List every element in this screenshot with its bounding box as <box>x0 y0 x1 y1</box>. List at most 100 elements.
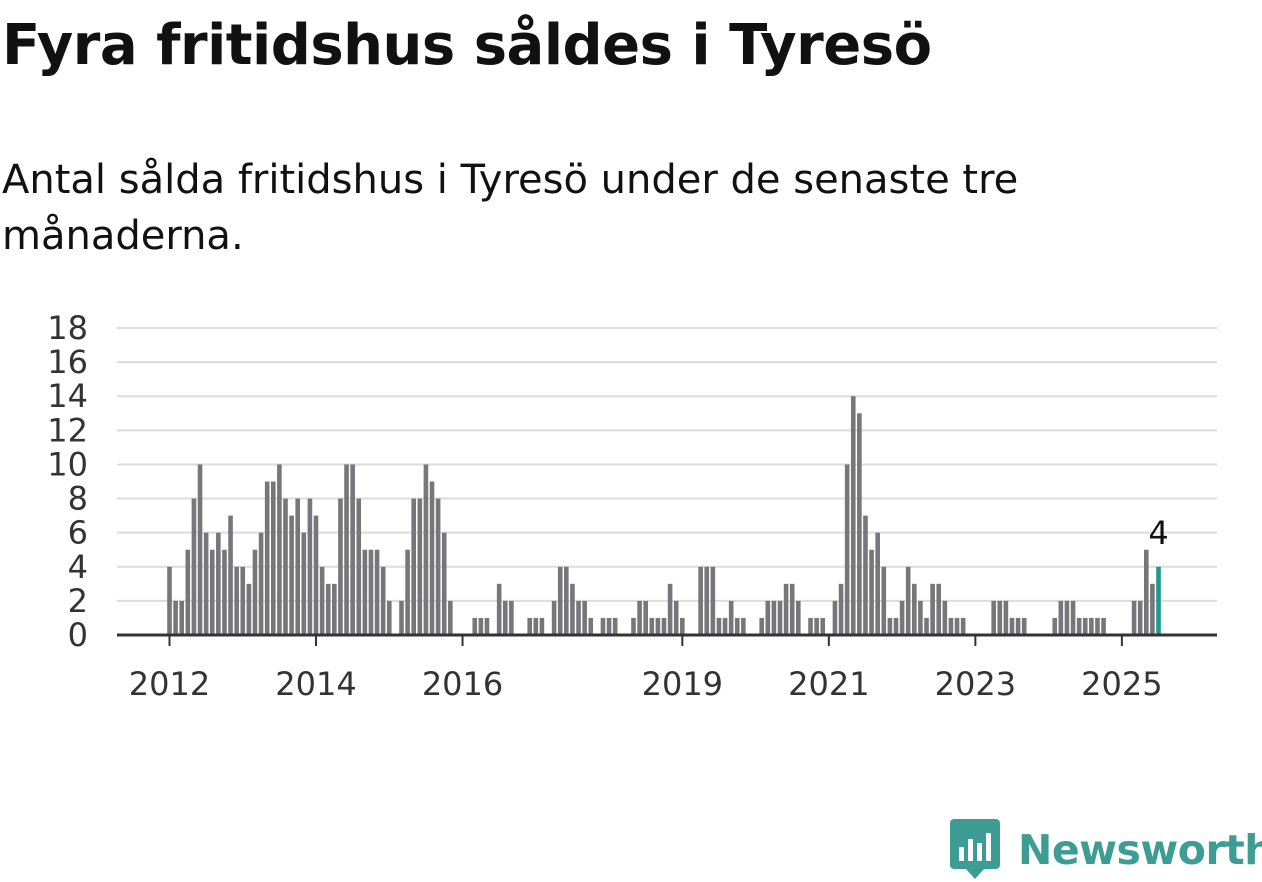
bar <box>600 617 606 635</box>
bar <box>167 566 172 635</box>
y-tick-label-4: 4 <box>68 548 88 586</box>
bar <box>1137 600 1143 635</box>
bar <box>576 600 581 635</box>
bar <box>1070 600 1076 635</box>
y-tick-label-16: 16 <box>47 343 88 381</box>
bar <box>533 617 539 635</box>
bar <box>765 600 771 635</box>
bar <box>484 617 490 635</box>
bar <box>191 498 197 635</box>
bar <box>295 498 301 635</box>
bar <box>771 600 777 635</box>
bar <box>222 549 227 635</box>
bar <box>197 464 203 635</box>
bar <box>551 600 557 635</box>
bar <box>680 617 685 635</box>
bar <box>850 396 856 635</box>
bar <box>435 498 441 635</box>
bar <box>759 617 764 635</box>
x-tick-label-2025: 2025 <box>1081 665 1162 703</box>
bar <box>441 532 447 635</box>
bar <box>661 617 667 635</box>
x-tick-label-2014: 2014 <box>275 665 356 703</box>
bar <box>1058 600 1064 635</box>
x-tick-label-2019: 2019 <box>642 665 723 703</box>
bar <box>954 617 960 635</box>
y-tick-label-8: 8 <box>68 480 88 518</box>
bar <box>472 617 478 635</box>
bar <box>228 515 233 635</box>
bar <box>893 617 899 635</box>
bar <box>789 583 795 635</box>
bar <box>368 549 374 635</box>
bar <box>209 549 215 635</box>
axes <box>117 633 1217 646</box>
bar <box>252 549 258 635</box>
bar <box>1076 617 1082 635</box>
bar <box>374 549 380 635</box>
bar <box>258 532 264 635</box>
bar <box>808 617 813 635</box>
x-tick-label-2021: 2021 <box>788 665 869 703</box>
bar <box>179 600 185 635</box>
bar <box>417 498 423 635</box>
bar <box>875 532 880 635</box>
bar <box>1009 617 1015 635</box>
latest-value-label: 4 <box>1148 514 1168 552</box>
bar <box>399 600 404 635</box>
bar <box>1021 617 1027 635</box>
bar <box>270 481 276 635</box>
bar <box>710 566 716 635</box>
bar <box>704 566 710 635</box>
bar <box>557 566 563 635</box>
bar <box>899 600 905 635</box>
bar <box>350 464 355 635</box>
bar <box>234 566 239 635</box>
newsworthy-logo: Newsworthy <box>950 818 1262 882</box>
bar <box>991 600 996 635</box>
bar <box>783 583 789 635</box>
bar <box>332 583 337 635</box>
bar <box>173 600 178 635</box>
gridlines <box>117 327 1217 602</box>
bar <box>411 498 416 635</box>
bar <box>924 617 929 635</box>
bar <box>1095 617 1100 635</box>
y-tick-label-2: 2 <box>68 582 88 620</box>
bar <box>509 600 514 635</box>
y-tick-label-0: 0 <box>68 616 88 654</box>
bar <box>386 600 392 635</box>
bar <box>667 583 673 635</box>
bar <box>814 617 819 635</box>
bar <box>325 583 331 635</box>
bar <box>1082 617 1088 635</box>
bar <box>637 600 642 635</box>
bar <box>1144 549 1149 635</box>
y-tick-label-18: 18 <box>47 309 88 347</box>
bar <box>948 617 954 635</box>
y-tick-label-10: 10 <box>47 445 88 483</box>
bar <box>264 481 270 635</box>
bar <box>216 532 221 635</box>
chart-title: Fyra fritidshus såldes i Tyresö <box>2 13 932 78</box>
bar <box>423 464 429 635</box>
bar <box>942 600 948 635</box>
bar <box>741 617 746 635</box>
bar <box>869 549 874 635</box>
bar <box>649 617 655 635</box>
bar <box>356 498 362 635</box>
brand-name: Newsworthy <box>1018 826 1262 874</box>
bar <box>905 566 911 635</box>
bar <box>539 617 545 635</box>
bar <box>319 566 325 635</box>
x-tick-label-2023: 2023 <box>935 665 1016 703</box>
bar <box>832 600 838 635</box>
bar <box>820 617 826 635</box>
bar <box>796 600 801 635</box>
bar <box>887 617 893 635</box>
bar <box>301 532 307 635</box>
bar <box>930 583 935 635</box>
bar <box>527 617 532 635</box>
bar <box>606 617 612 635</box>
